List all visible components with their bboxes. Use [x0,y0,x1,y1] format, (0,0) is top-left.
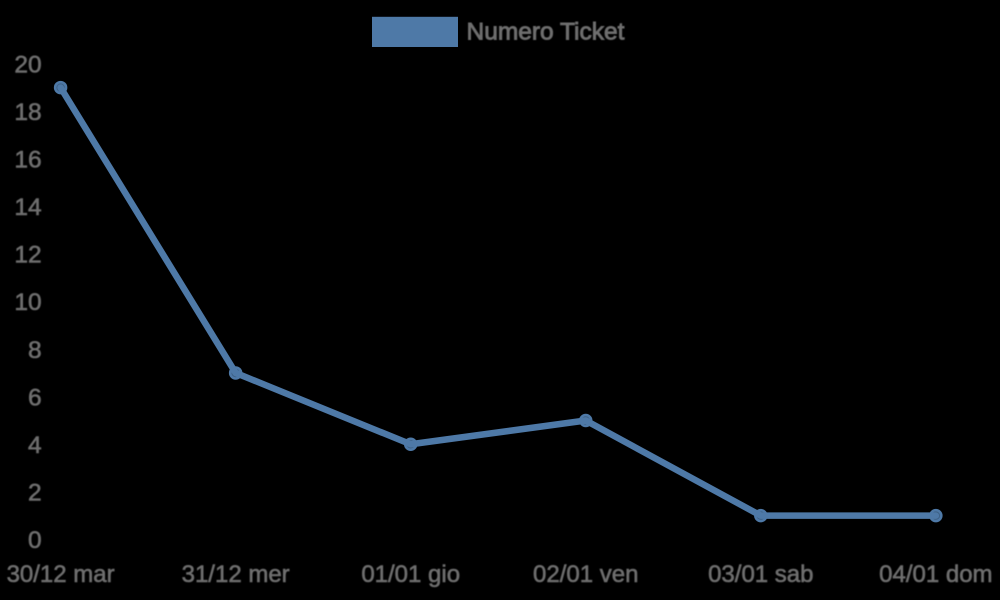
svg-text:01/01 gio: 01/01 gio [361,561,460,588]
svg-text:04/01 dom: 04/01 dom [879,561,992,588]
svg-text:16: 16 [14,147,41,174]
svg-text:02/01 ven: 02/01 ven [533,561,638,588]
svg-text:14: 14 [14,194,41,221]
svg-text:20: 20 [14,51,41,78]
svg-text:6: 6 [28,384,42,411]
svg-text:10: 10 [14,289,41,316]
svg-text:18: 18 [14,99,41,126]
svg-text:Numero Ticket: Numero Ticket [467,19,625,46]
svg-text:03/01 sab: 03/01 sab [708,561,813,588]
svg-text:30/12 mar: 30/12 mar [7,561,115,588]
svg-text:31/12 mer: 31/12 mer [182,561,290,588]
svg-text:2: 2 [28,479,42,506]
svg-text:4: 4 [28,432,42,459]
svg-text:12: 12 [14,242,41,269]
svg-text:0: 0 [28,527,42,554]
svg-text:8: 8 [28,337,42,364]
